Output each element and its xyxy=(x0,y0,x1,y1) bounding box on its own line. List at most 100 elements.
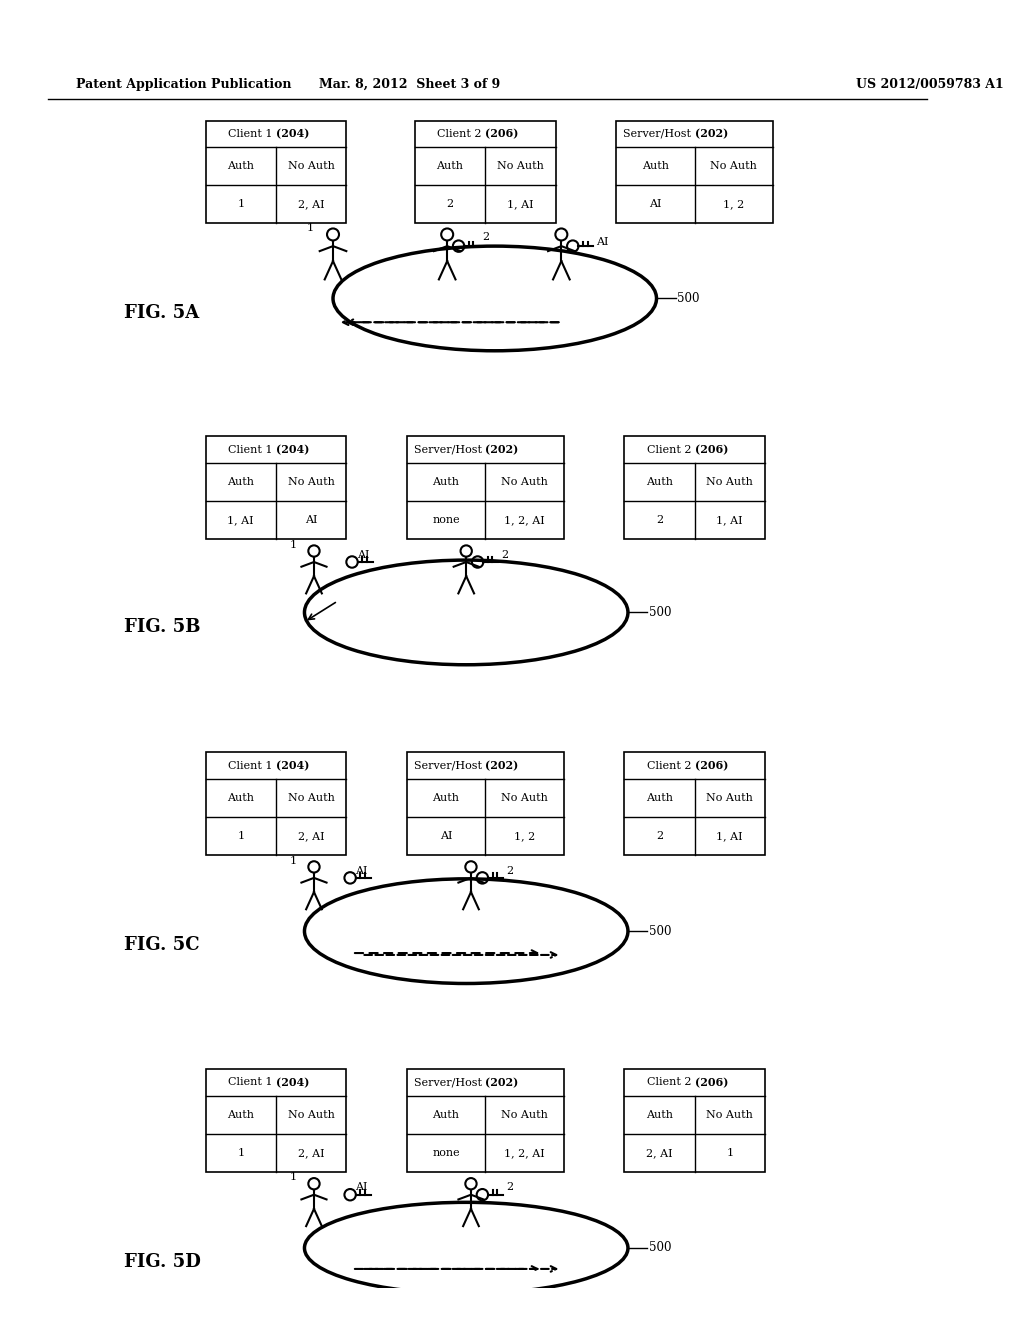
Text: No Auth: No Auth xyxy=(707,1110,754,1119)
Text: 2: 2 xyxy=(482,232,489,242)
Text: (206): (206) xyxy=(485,128,518,140)
Bar xyxy=(206,1069,346,1172)
Text: none: none xyxy=(432,515,460,525)
Bar xyxy=(407,752,564,855)
Text: FIG. 5A: FIG. 5A xyxy=(124,304,199,322)
Text: AI: AI xyxy=(356,549,370,560)
Text: 2, AI: 2, AI xyxy=(298,199,325,210)
Text: Server/Host: Server/Host xyxy=(414,445,485,454)
Text: 500: 500 xyxy=(649,606,672,619)
Bar xyxy=(616,120,773,223)
Text: (204): (204) xyxy=(275,445,309,455)
Text: 1, 2, AI: 1, 2, AI xyxy=(504,515,545,525)
Text: (202): (202) xyxy=(694,128,728,140)
Text: 1: 1 xyxy=(290,540,297,549)
Text: Client 1: Client 1 xyxy=(228,760,275,771)
Text: Client 2: Client 2 xyxy=(646,445,694,454)
Text: 1: 1 xyxy=(307,223,314,232)
Text: Client 1: Client 1 xyxy=(228,445,275,454)
Text: FIG. 5C: FIG. 5C xyxy=(124,936,200,954)
Text: No Auth: No Auth xyxy=(501,1110,548,1119)
Text: AI: AI xyxy=(439,832,453,841)
Text: Auth: Auth xyxy=(646,477,673,487)
Text: 500: 500 xyxy=(649,1242,672,1254)
Text: US 2012/0059783 A1: US 2012/0059783 A1 xyxy=(856,78,1005,91)
Text: Auth: Auth xyxy=(432,1110,460,1119)
Bar xyxy=(625,437,765,539)
Text: Auth: Auth xyxy=(227,477,254,487)
Text: (202): (202) xyxy=(485,1077,518,1088)
Text: No Auth: No Auth xyxy=(501,477,548,487)
Text: AI: AI xyxy=(597,236,609,247)
Text: 1, AI: 1, AI xyxy=(717,832,743,841)
Text: Auth: Auth xyxy=(227,1110,254,1119)
Text: 2: 2 xyxy=(446,199,454,210)
Text: 1, 2: 1, 2 xyxy=(514,832,536,841)
Bar xyxy=(625,752,765,855)
Text: AI: AI xyxy=(649,199,662,210)
Text: none: none xyxy=(432,1148,460,1158)
Text: 1: 1 xyxy=(290,855,297,866)
Text: No Auth: No Auth xyxy=(288,1110,335,1119)
Text: 1: 1 xyxy=(238,1148,245,1158)
Text: Server/Host: Server/Host xyxy=(623,129,694,139)
Text: 1: 1 xyxy=(238,832,245,841)
Text: (202): (202) xyxy=(485,760,518,771)
Text: Client 2: Client 2 xyxy=(646,1077,694,1088)
Text: (204): (204) xyxy=(275,760,309,771)
Text: No Auth: No Auth xyxy=(497,161,544,172)
Text: 1, AI: 1, AI xyxy=(227,515,254,525)
Text: (204): (204) xyxy=(275,128,309,140)
Bar xyxy=(206,752,346,855)
Text: AI: AI xyxy=(355,1183,368,1192)
Text: 1, 2, AI: 1, 2, AI xyxy=(504,1148,545,1158)
Text: No Auth: No Auth xyxy=(288,161,335,172)
Text: Auth: Auth xyxy=(436,161,464,172)
Bar xyxy=(206,120,346,223)
Text: No Auth: No Auth xyxy=(288,477,335,487)
Text: 1: 1 xyxy=(238,199,245,210)
Text: No Auth: No Auth xyxy=(707,793,754,803)
Text: 500: 500 xyxy=(678,292,700,305)
Text: Auth: Auth xyxy=(432,477,460,487)
Text: 1: 1 xyxy=(726,1148,733,1158)
Text: 1, AI: 1, AI xyxy=(507,199,534,210)
Text: Auth: Auth xyxy=(227,161,254,172)
Text: Server/Host: Server/Host xyxy=(414,760,485,771)
Text: Client 1: Client 1 xyxy=(228,129,275,139)
Text: (202): (202) xyxy=(485,445,518,455)
Text: Patent Application Publication: Patent Application Publication xyxy=(76,78,292,91)
Text: 2: 2 xyxy=(506,866,513,875)
Text: FIG. 5B: FIG. 5B xyxy=(124,618,200,636)
Bar xyxy=(415,120,556,223)
Text: 1, 2: 1, 2 xyxy=(723,199,744,210)
Text: Auth: Auth xyxy=(432,793,460,803)
Text: Client 2: Client 2 xyxy=(437,129,485,139)
Text: 2: 2 xyxy=(655,832,663,841)
Text: AI: AI xyxy=(305,515,317,525)
Text: Auth: Auth xyxy=(227,793,254,803)
Text: Auth: Auth xyxy=(642,161,669,172)
Text: (206): (206) xyxy=(694,1077,728,1088)
Text: 2: 2 xyxy=(655,515,663,525)
Text: 2: 2 xyxy=(502,549,509,560)
Text: Client 2: Client 2 xyxy=(646,760,694,771)
Text: (206): (206) xyxy=(694,760,728,771)
Text: Mar. 8, 2012  Sheet 3 of 9: Mar. 8, 2012 Sheet 3 of 9 xyxy=(318,78,500,91)
Text: 2, AI: 2, AI xyxy=(298,832,325,841)
Text: No Auth: No Auth xyxy=(711,161,757,172)
Bar xyxy=(625,1069,765,1172)
Text: 2, AI: 2, AI xyxy=(298,1148,325,1158)
Text: No Auth: No Auth xyxy=(707,477,754,487)
Text: 1, AI: 1, AI xyxy=(717,515,743,525)
Text: AI: AI xyxy=(355,866,368,875)
Text: Server/Host: Server/Host xyxy=(414,1077,485,1088)
Bar xyxy=(407,437,564,539)
Text: 2, AI: 2, AI xyxy=(646,1148,673,1158)
Text: FIG. 5D: FIG. 5D xyxy=(124,1253,201,1271)
Text: Auth: Auth xyxy=(646,1110,673,1119)
Text: Client 1: Client 1 xyxy=(228,1077,275,1088)
Text: 2: 2 xyxy=(506,1183,513,1192)
Text: No Auth: No Auth xyxy=(288,793,335,803)
Text: (206): (206) xyxy=(694,445,728,455)
